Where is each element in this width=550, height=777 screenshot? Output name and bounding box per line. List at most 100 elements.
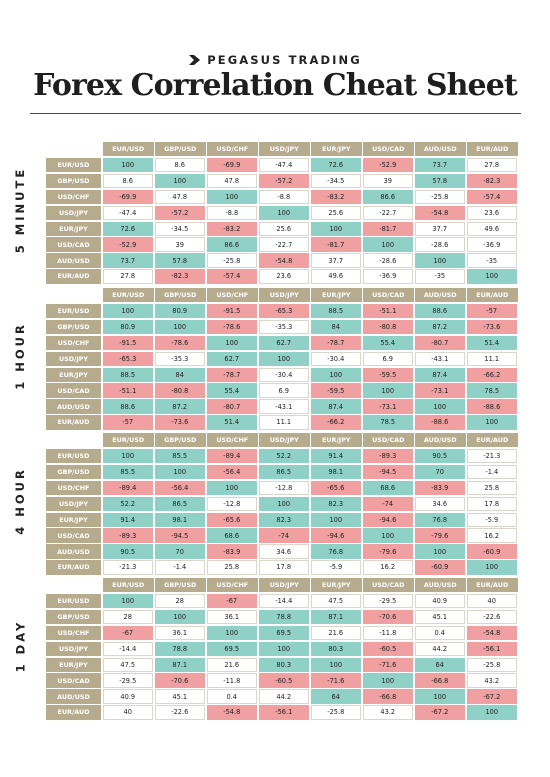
- correlation-cell: -82.3: [154, 269, 205, 284]
- table-row: EUR/AUD -57 -73.6 51.4 11.1 -66.2 78.5 -88.6 100: [46, 415, 517, 430]
- correlation-cell: -81.7: [362, 221, 413, 236]
- correlation-cell: -28.6: [414, 237, 465, 252]
- correlation-grid: EUR/USD 100 28 -67 -14.4 47.5 -29.5 40.9 40 GBP/U…: [46, 594, 517, 720]
- correlation-cell: -81.7: [310, 237, 361, 252]
- correlation-cell: 87.2: [154, 399, 205, 414]
- correlation-cell: 37.7: [310, 253, 361, 268]
- table-row: EUR/JPY 72.6 -34.5 -83.2 25.6 100 -81.7 37.7 49.…: [46, 221, 517, 236]
- correlation-cell: 0.4: [414, 625, 465, 641]
- correlation-cell: 100: [206, 189, 257, 205]
- column-header: AUD/USD: [415, 578, 466, 592]
- correlation-cell: -22.7: [258, 237, 309, 252]
- correlation-cell: 57.8: [154, 253, 205, 268]
- correlation-cell: -36.9: [466, 237, 517, 252]
- correlation-cell: 8.6: [102, 173, 153, 189]
- row-header: GBP/USD: [46, 173, 101, 189]
- correlation-cell: 6.9: [362, 351, 413, 367]
- table-row: EUR/USD 100 28 -67 -14.4 47.5 -29.5 40.9 40: [46, 594, 517, 609]
- correlation-cell: -54.8: [414, 205, 465, 221]
- correlation-grid: EUR/USD 100 8.6 -69.9 -47.4 72.6 -52.9 73.7 27.8…: [46, 158, 517, 284]
- correlation-cell: -80.7: [206, 399, 257, 414]
- correlation-cell: 100: [310, 367, 361, 382]
- correlation-cell: -56.1: [466, 641, 517, 657]
- correlation-cell: -11.8: [362, 625, 413, 641]
- correlation-cell: -89.3: [102, 528, 153, 543]
- row-header: EUR/JPY: [46, 657, 101, 672]
- correlation-cell: 23.6: [258, 269, 309, 284]
- correlation-cell: -5.9: [310, 560, 361, 575]
- table-row: USD/CHF -91.5 -78.6 100 62.7 -78.7 55.4 -80.7 51…: [46, 335, 517, 351]
- correlation-cell: 100: [154, 173, 205, 189]
- column-header: EUR/USD: [103, 578, 154, 592]
- table-row: GBP/USD 28 100 36.1 78.8 87.1 -70.6 45.1 -22.6: [46, 609, 517, 625]
- correlation-cell: 21.6: [206, 657, 257, 672]
- correlation-cell: 86.6: [362, 189, 413, 205]
- timeframe-label: 4 HOUR: [13, 467, 28, 535]
- correlation-cell: -69.9: [206, 158, 257, 173]
- table-row: EUR/JPY 47.5 87.1 21.6 80.3 100 -71.6 64 -25.8: [46, 657, 517, 672]
- timeframe-label: 5 MINUTE: [13, 166, 27, 254]
- correlation-cell: 25.8: [206, 560, 257, 575]
- correlation-cell: 17.8: [466, 496, 517, 512]
- column-header: EUR/AUD: [467, 288, 518, 302]
- row-header: USD/JPY: [46, 351, 101, 367]
- correlation-cell: -74: [362, 496, 413, 512]
- correlation-cell: 100: [466, 560, 517, 575]
- correlation-cell: -35.3: [258, 319, 309, 335]
- correlation-grid: EUR/USD 100 85.5 -89.4 52.2 91.4 -89.3 90.5 -21.…: [46, 449, 517, 575]
- correlation-cell: -94.6: [362, 512, 413, 527]
- correlation-cell: -29.5: [362, 594, 413, 609]
- correlation-cell: 100: [466, 415, 517, 430]
- correlation-cell: 100: [414, 253, 465, 268]
- correlation-cell: -60.5: [362, 641, 413, 657]
- correlation-cell: 78.5: [362, 415, 413, 430]
- correlation-cell: -30.4: [310, 351, 361, 367]
- correlation-cell: 0.4: [206, 689, 257, 704]
- correlation-cell: -66.8: [362, 689, 413, 704]
- table-row: USD/CAD -52.9 39 86.6 -22.7 -81.7 100 -28.6 -36.…: [46, 237, 517, 252]
- column-header: USD/CHF: [207, 578, 258, 592]
- correlation-cell: -67.2: [414, 705, 465, 720]
- correlation-cell: -25.8: [310, 705, 361, 720]
- correlation-cell: 62.7: [258, 335, 309, 351]
- column-header: GBP/USD: [155, 288, 206, 302]
- column-header: USD/JPY: [259, 288, 310, 302]
- correlation-cell: 80.3: [258, 657, 309, 672]
- correlation-cell: -67.2: [466, 689, 517, 704]
- correlation-cell: -94.5: [154, 528, 205, 543]
- correlation-cell: -70.6: [362, 609, 413, 625]
- correlation-cell: 16.2: [362, 560, 413, 575]
- correlation-cell: 40.9: [102, 689, 153, 704]
- correlation-cell: -12.8: [206, 496, 257, 512]
- table-row: AUD/USD 88.6 87.2 -80.7 -43.1 87.4 -73.1 100 -88…: [46, 399, 517, 414]
- correlation-cell: -69.9: [102, 189, 153, 205]
- correlation-cell: 37.7: [414, 221, 465, 236]
- correlation-cell: -34.5: [154, 221, 205, 236]
- correlation-cell: -56.4: [206, 464, 257, 480]
- correlation-cell: -47.4: [258, 158, 309, 173]
- column-header: AUD/USD: [415, 142, 466, 156]
- correlation-cell: -83.9: [206, 544, 257, 559]
- section-4-hour: 4 HOUR EUR/USD GBP/USD USD/CHF USD/JPY EUR/J…: [0, 433, 550, 575]
- column-headers: EUR/USD GBP/USD USD/CHF USD/JPY EUR/JPY USD/C…: [103, 142, 518, 156]
- correlation-cell: -80.8: [154, 383, 205, 398]
- column-header: USD/CHF: [207, 142, 258, 156]
- correlation-cell: 78.5: [466, 383, 517, 398]
- correlation-cell: 80.9: [102, 319, 153, 335]
- correlation-cell: 64: [414, 657, 465, 672]
- correlation-cell: 82.3: [310, 496, 361, 512]
- column-header: EUR/JPY: [311, 578, 362, 592]
- correlation-cell: 100: [102, 158, 153, 173]
- correlation-cell: -73.1: [414, 383, 465, 398]
- table-row: EUR/JPY 91.4 98.1 -65.6 82.3 100 -94.6 76.8 -5.9: [46, 512, 517, 527]
- correlation-cell: 36.1: [206, 609, 257, 625]
- correlation-cell: 98.1: [310, 464, 361, 480]
- correlation-cell: 100: [414, 544, 465, 559]
- correlation-cell: 52.2: [258, 449, 309, 464]
- correlation-cell: -73.1: [362, 399, 413, 414]
- correlation-cell: 25.8: [466, 480, 517, 496]
- column-header: EUR/AUD: [467, 433, 518, 447]
- column-header: EUR/AUD: [467, 578, 518, 592]
- correlation-cell: -79.6: [362, 544, 413, 559]
- correlation-cell: 17.8: [258, 560, 309, 575]
